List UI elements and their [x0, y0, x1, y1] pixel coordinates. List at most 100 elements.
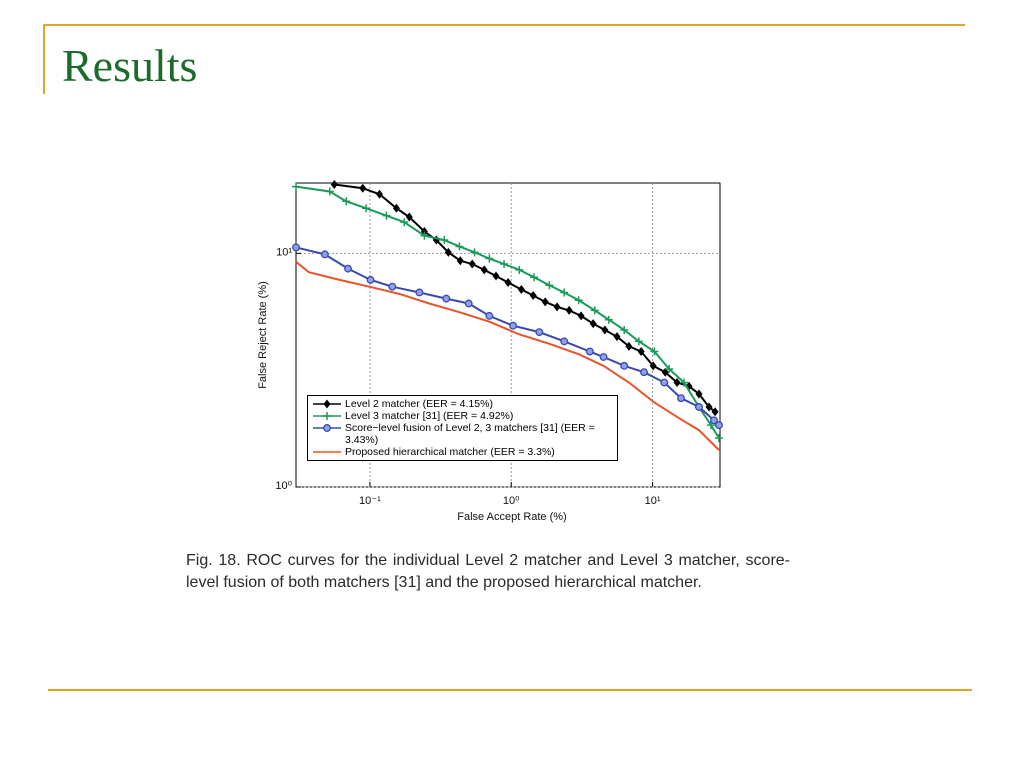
series-line [295, 261, 720, 451]
marker [405, 212, 413, 222]
marker [565, 305, 573, 315]
marker [560, 288, 569, 297]
marker [388, 282, 397, 291]
x-tick-label: 10⁻¹ [359, 495, 381, 507]
legend-swatch [313, 424, 341, 432]
marker [485, 311, 494, 320]
marker [366, 275, 375, 284]
marker [325, 187, 334, 196]
marker [599, 353, 608, 361]
marker [517, 285, 525, 295]
marker [541, 297, 549, 307]
marker [509, 321, 517, 330]
x-tick-label: 10¹ [645, 495, 661, 507]
marker [604, 315, 613, 324]
marker [470, 248, 479, 257]
marker [292, 243, 300, 252]
marker [455, 242, 464, 251]
x-axis-label: False Accept Rate (%) [457, 511, 566, 523]
legend-label: Score−level fusion of Level 2, 3 matcher… [345, 422, 595, 446]
marker [589, 319, 597, 329]
marker [577, 311, 585, 321]
marker [376, 189, 384, 199]
marker [392, 203, 400, 213]
marker [530, 273, 539, 282]
marker [590, 306, 599, 315]
marker [560, 337, 569, 346]
marker [650, 347, 659, 356]
marker [292, 182, 300, 191]
legend-label: Proposed hierarchical matcher (EER = 3.3… [345, 446, 555, 458]
marker [382, 211, 391, 220]
legend-entry: Score−level fusion of Level 2, 3 matcher… [311, 422, 614, 446]
legend-label: Level 3 matcher [31] (EER = 4.92%) [345, 410, 514, 422]
legend-entry: Proposed hierarchical matcher (EER = 3.3… [311, 446, 614, 458]
marker [695, 389, 703, 399]
marker [535, 328, 544, 337]
legend: Level 2 matcher (EER = 4.15%) Level 3 mat… [307, 395, 618, 461]
marker [634, 337, 643, 346]
marker [415, 288, 424, 297]
bottom-rule [48, 689, 972, 691]
marker [323, 399, 331, 409]
marker [680, 378, 689, 387]
legend-entry: Level 3 matcher [31] (EER = 4.92%) [311, 410, 614, 422]
marker [574, 296, 583, 305]
marker [485, 254, 494, 263]
marker [529, 291, 537, 301]
marker [601, 325, 609, 335]
marker [442, 294, 451, 303]
marker [504, 278, 512, 288]
x-tick-label: 10⁰ [503, 495, 520, 507]
y-tick-label: 10⁰ [275, 480, 292, 492]
legend-swatch [313, 451, 341, 453]
marker [344, 264, 352, 273]
legend-swatch [313, 399, 341, 409]
marker [660, 378, 669, 387]
y-tick-label: 10¹ [276, 246, 292, 258]
side-rule [43, 24, 45, 94]
marker [468, 259, 476, 269]
marker [420, 231, 429, 240]
marker [362, 204, 371, 213]
marker [545, 281, 554, 290]
marker [710, 416, 718, 425]
y-axis-label: False Reject Rate (%) [257, 281, 269, 389]
marker [464, 299, 473, 308]
marker [673, 378, 681, 388]
marker [613, 332, 621, 342]
marker [649, 361, 657, 371]
marker [637, 347, 645, 357]
legend-label: Level 2 matcher (EER = 4.15%) [345, 398, 493, 410]
slide-title: Results [62, 40, 198, 91]
marker [323, 424, 331, 432]
marker [456, 256, 464, 266]
legend-swatch [313, 412, 341, 420]
marker [620, 361, 629, 370]
marker [323, 412, 331, 420]
marker [400, 218, 409, 227]
marker [553, 302, 561, 312]
marker [677, 394, 685, 403]
marker [359, 183, 367, 193]
marker [480, 265, 488, 275]
marker [585, 347, 594, 356]
marker [342, 197, 351, 206]
marker [515, 265, 524, 274]
legend-entry: Level 2 matcher (EER = 4.15%) [311, 398, 614, 410]
top-rule [45, 24, 965, 26]
marker [444, 247, 452, 257]
marker [695, 403, 703, 411]
marker [665, 364, 674, 373]
marker [705, 402, 713, 412]
marker [492, 271, 500, 281]
marker [320, 250, 329, 259]
marker [711, 407, 719, 417]
marker [620, 325, 629, 334]
marker [625, 341, 633, 351]
marker [661, 367, 669, 377]
marker [640, 368, 648, 377]
caption: Fig. 18. ROC curves for the individual L… [186, 552, 790, 591]
marker [440, 236, 449, 245]
